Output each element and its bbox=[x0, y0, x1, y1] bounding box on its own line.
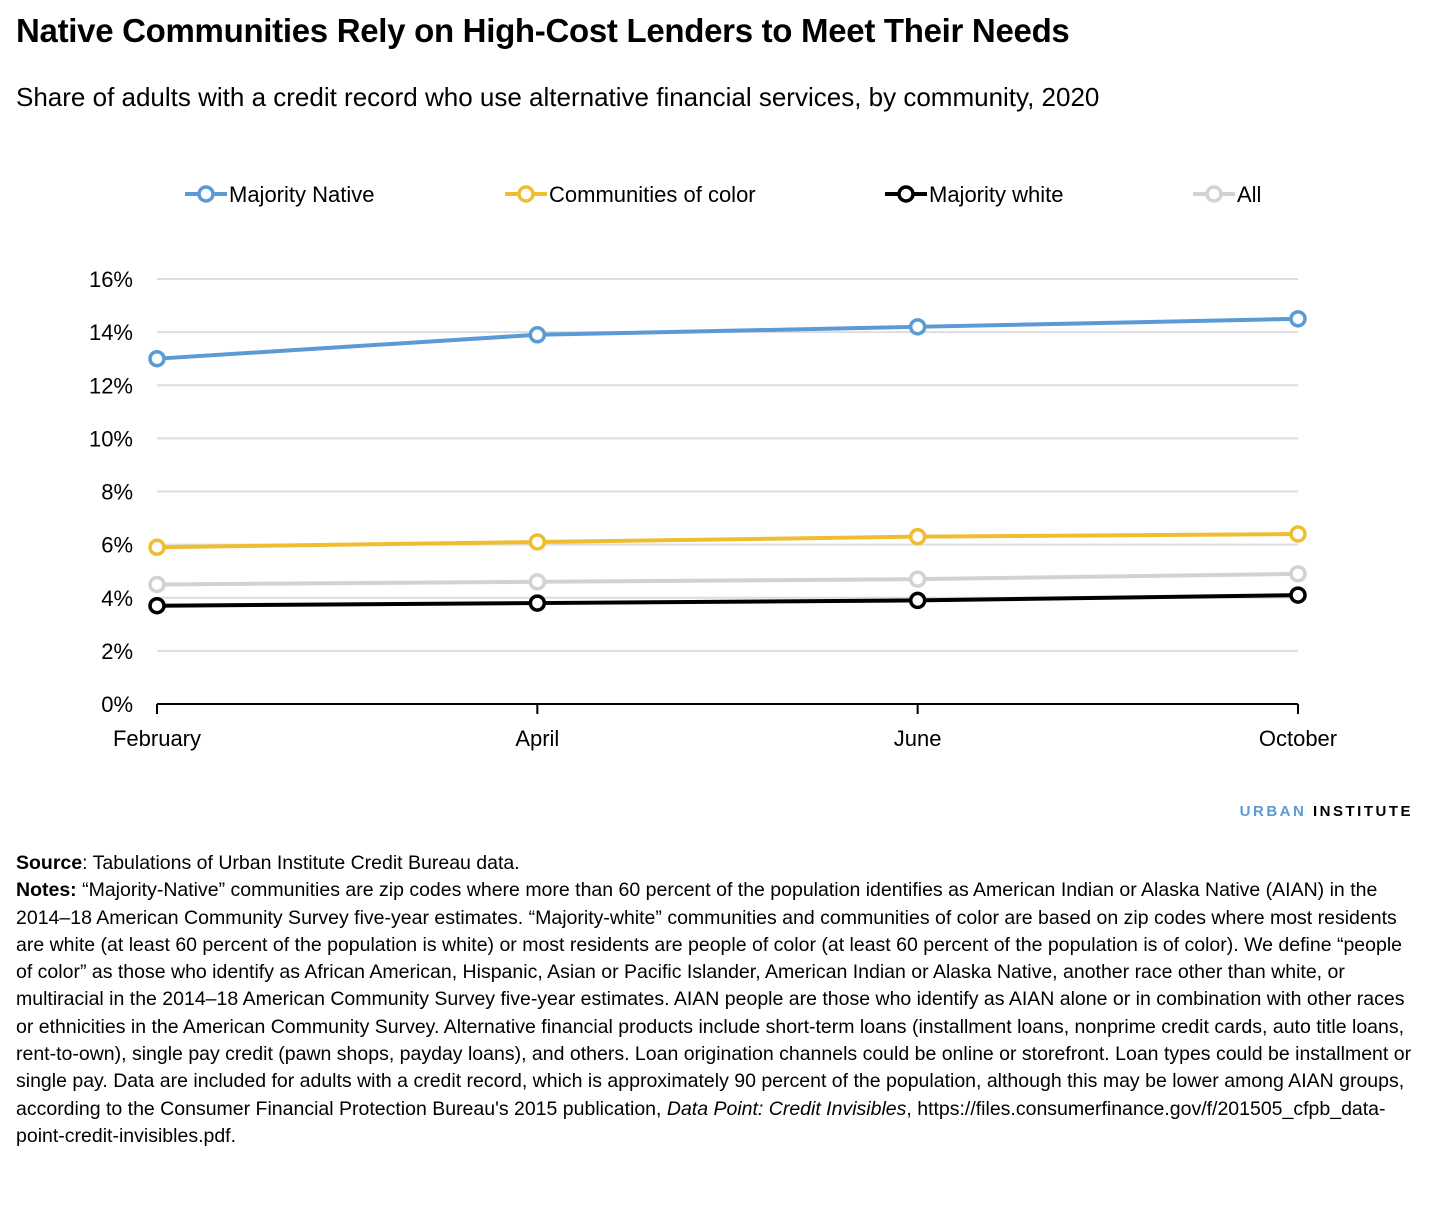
y-tick-label: 10% bbox=[89, 426, 133, 451]
legend-marker bbox=[197, 185, 215, 203]
source-text: : Tabulations of Urban Institute Credit … bbox=[82, 852, 520, 874]
x-tick-label: February bbox=[113, 726, 201, 751]
y-tick-label: 0% bbox=[101, 692, 133, 717]
line-chart: 0% 2% 4% 6% 8% 10% 12% 14% 16% February April June O… bbox=[89, 182, 1337, 751]
legend-label: Communities of color bbox=[549, 182, 756, 207]
x-tick-label: June bbox=[894, 726, 942, 751]
brand-urban: URBAN bbox=[1239, 803, 1307, 820]
legend-marker bbox=[517, 185, 535, 203]
chart-title: Native Communities Rely on High-Cost Len… bbox=[16, 12, 1070, 49]
series-line-1 bbox=[156, 532, 1299, 550]
y-tick-label: 2% bbox=[101, 639, 133, 664]
urban-institute-logo: URBAN INSTITUTE bbox=[1240, 803, 1413, 820]
legend-marker bbox=[897, 185, 915, 203]
notes-url: , https://files.consumerfinance.gov/f/20… bbox=[16, 1097, 1386, 1147]
series-line-2 bbox=[156, 593, 1299, 608]
notes-label: Notes: bbox=[16, 879, 77, 902]
source-label: Source bbox=[16, 852, 83, 874]
y-tick-label: 16% bbox=[89, 267, 133, 292]
data-point bbox=[908, 527, 927, 546]
chart-subtitle: Share of adults with a credit record who… bbox=[16, 82, 1100, 112]
y-tick-label: 6% bbox=[101, 533, 133, 558]
x-tick-label: April bbox=[515, 726, 559, 751]
source-line: Source: Tabulations of Urban Institute C… bbox=[16, 850, 1416, 877]
legend-label: All bbox=[1237, 182, 1261, 207]
data-point bbox=[1289, 525, 1307, 543]
notes-section: Source: Tabulations of Urban Institute C… bbox=[16, 850, 1416, 1150]
data-point bbox=[528, 594, 547, 612]
data-point bbox=[1289, 586, 1307, 604]
data-point bbox=[908, 318, 927, 336]
data-point bbox=[908, 570, 927, 588]
notes-citation-title: Data Point: Credit Invisibles bbox=[666, 1097, 907, 1120]
y-tick-label: 12% bbox=[89, 373, 133, 398]
data-point bbox=[528, 533, 547, 551]
data-point bbox=[528, 326, 547, 344]
legend-label: Majority Native bbox=[229, 182, 374, 207]
legend-marker bbox=[1205, 185, 1223, 203]
y-tick-label: 8% bbox=[101, 480, 133, 505]
y-tick-label: 4% bbox=[101, 586, 133, 611]
legend-label: Majority white bbox=[929, 182, 1063, 207]
data-point bbox=[1289, 310, 1307, 328]
data-point bbox=[1289, 565, 1307, 583]
series-line-3 bbox=[156, 571, 1299, 587]
data-point bbox=[908, 591, 927, 610]
y-tick-label: 14% bbox=[89, 320, 133, 345]
data-point bbox=[148, 596, 166, 615]
x-tick-label: October bbox=[1259, 726, 1337, 751]
data-point bbox=[148, 538, 166, 557]
notes-text: “Majority-Native” communities are zip co… bbox=[16, 879, 1412, 1120]
series-line-0 bbox=[156, 316, 1299, 361]
data-point bbox=[148, 575, 166, 594]
data-point bbox=[528, 573, 547, 591]
notes-paragraph: Notes: “Majority-Native” communities are… bbox=[16, 877, 1416, 1150]
brand-institute: INSTITUTE bbox=[1313, 803, 1413, 820]
data-point bbox=[148, 349, 166, 368]
